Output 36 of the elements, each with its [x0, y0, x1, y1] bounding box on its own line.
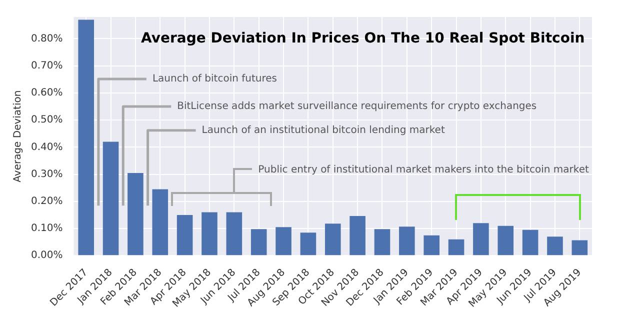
annotation: BitLicense adds market surveillance requirements for crypto exchanges	[177, 101, 537, 112]
bar	[102, 142, 119, 256]
bar	[547, 236, 563, 256]
bar	[399, 226, 415, 256]
bar	[300, 232, 316, 256]
y-tick-label: 0.60%	[30, 88, 63, 99]
bar	[498, 226, 514, 256]
bar	[522, 230, 538, 256]
bar	[176, 214, 193, 256]
bar	[572, 240, 588, 256]
bar	[448, 239, 464, 256]
y-tick-label: 0.40%	[30, 142, 63, 153]
bar	[350, 216, 366, 256]
bar	[374, 229, 390, 256]
annotation: Launch of an institutional bitcoin lending market	[202, 124, 445, 136]
text: Average Deviation In Prices On The 10 Real Spot Bitcoin	[141, 30, 585, 47]
bar	[473, 223, 489, 256]
y-tick-label: 0.70%	[30, 60, 63, 72]
bar	[202, 212, 218, 256]
bar	[226, 212, 242, 256]
y-axis-title: Average Deviation	[12, 90, 24, 182]
y-tick-label: 0.30%	[30, 168, 63, 180]
bar	[250, 229, 267, 256]
annotation: Launch of bitcoin futures	[152, 74, 277, 85]
y-tick-label: 0.50%	[30, 114, 63, 126]
y-tick-label: 0.80%	[30, 33, 63, 44]
bar	[276, 227, 292, 256]
y-tick-label: 0.00%	[30, 250, 63, 262]
bar	[424, 235, 440, 256]
bar	[324, 224, 341, 256]
bar	[128, 172, 144, 256]
bar	[152, 189, 168, 256]
bar	[78, 20, 94, 256]
y-tick-label: 0.10%	[30, 223, 63, 234]
y-tick-label: 0.20%	[30, 196, 63, 208]
annotation: Public entry of institutional market makers into the bitcoin market	[258, 164, 589, 176]
